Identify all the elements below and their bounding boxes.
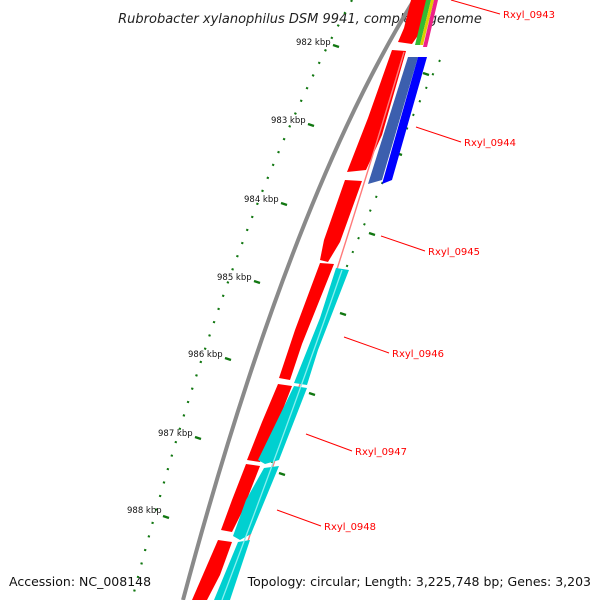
accession-text: Accession: NC_008148 (9, 574, 151, 589)
map-title: Rubrobacter xylanophilus DSM 9941, compl… (118, 12, 482, 27)
scale-label: 982 kbp (296, 38, 331, 48)
inner-major-tick (422, 71, 430, 77)
scale-label: 985 kbp (217, 273, 252, 283)
inner-major-tick (308, 391, 316, 397)
inner-major-ticks (278, 71, 430, 477)
major-tick (307, 122, 315, 128)
label-leaders (276, 0, 501, 527)
inner-major-tick (368, 231, 376, 237)
forward-strand-track (192, 0, 427, 600)
major-tick (253, 279, 261, 285)
gene-labels: Rxyl_0943 Rxyl_0944 Rxyl_0945 Rxyl_0946 … (324, 10, 555, 533)
scale-label: 987 kbp (158, 429, 193, 439)
reverse-strand-track (214, 268, 349, 600)
top-color-strips (415, 0, 438, 47)
genome-backbone (181, 0, 416, 600)
leader-rxyl-0946 (343, 336, 390, 354)
leader-rxyl-0947 (305, 433, 353, 452)
gene-cyan-2[interactable] (258, 386, 307, 464)
scale-labels: 982 kbp 983 kbp 984 kbp 985 kbp 986 kbp … (127, 38, 331, 516)
gene-rxyl-0944-red[interactable] (347, 50, 406, 172)
gene-next[interactable] (192, 540, 232, 600)
major-tick (280, 201, 288, 207)
major-ticks (162, 43, 340, 520)
strip-yellow (420, 0, 434, 45)
gene-rxyl-0944-outer[interactable] (368, 57, 418, 184)
leader-rxyl-0943 (450, 0, 501, 15)
gene-label-rxyl-0945[interactable]: Rxyl_0945 (428, 247, 480, 258)
gene-cyan-1[interactable] (294, 268, 349, 385)
gene-label-rxyl-0944[interactable]: Rxyl_0944 (464, 138, 516, 149)
gene-label-rxyl-0947[interactable]: Rxyl_0947 (355, 447, 407, 458)
gene-rxyl-0946[interactable] (279, 263, 334, 380)
scale-label: 984 kbp (244, 195, 279, 205)
gene-cyan-3[interactable] (233, 466, 279, 540)
reverse-highlight (221, 269, 343, 600)
genome-summary-text: Topology: circular; Length: 3,225,748 bp… (247, 574, 591, 589)
gene-rxyl-0947[interactable] (247, 384, 292, 462)
strip-magenta (423, 0, 438, 47)
strip-green (415, 0, 431, 45)
leader-rxyl-0948 (276, 509, 322, 527)
gene-rxyl-0944-inner[interactable] (382, 57, 427, 184)
gene-rxyl-0943[interactable] (398, 0, 427, 44)
major-tick (224, 356, 232, 362)
scale-label: 986 kbp (188, 350, 223, 360)
gene-label-rxyl-0943[interactable]: Rxyl_0943 (503, 10, 555, 21)
major-tick (332, 43, 340, 49)
gene-label-rxyl-0946[interactable]: Rxyl_0946 (392, 349, 444, 360)
leader-rxyl-0945 (380, 235, 426, 252)
scale-label: 983 kbp (271, 116, 306, 126)
scale-label: 988 kbp (127, 506, 162, 516)
gene-cyan-4[interactable] (214, 540, 250, 600)
gene-label-rxyl-0948[interactable]: Rxyl_0948 (324, 522, 376, 533)
gene-rxyl-0948[interactable] (221, 464, 260, 532)
major-tick (162, 514, 170, 520)
leader-rxyl-0944 (415, 126, 462, 143)
scale-tick-arc (130, 0, 353, 600)
rxyl-0944-blue-block (368, 57, 427, 184)
inner-major-tick (278, 471, 286, 477)
inner-tick-arc (224, 59, 441, 600)
gene-rxyl-0945[interactable] (320, 180, 362, 262)
major-tick (194, 435, 202, 441)
inner-major-tick (339, 311, 347, 317)
